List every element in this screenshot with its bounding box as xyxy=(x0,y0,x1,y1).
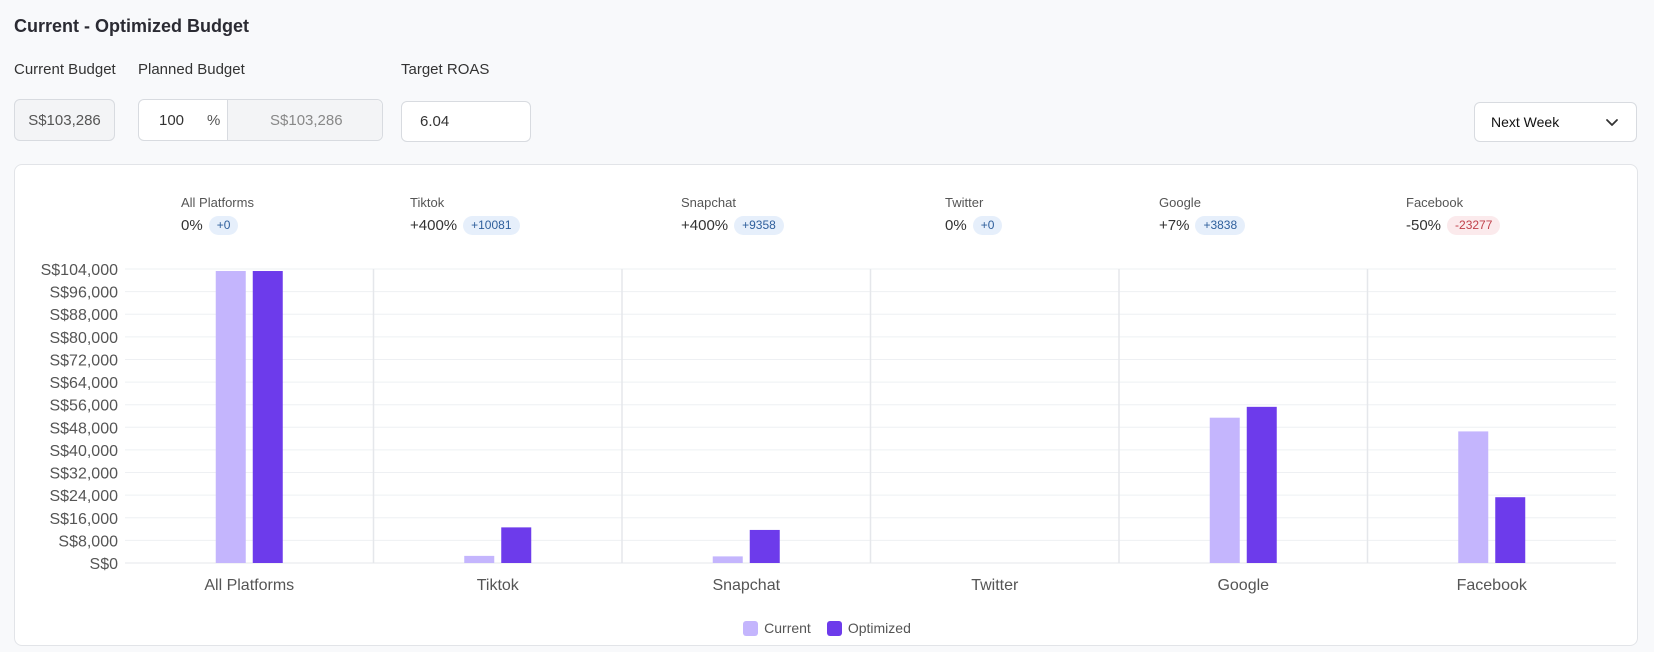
y-tick-label: S$56,000 xyxy=(49,398,118,415)
x-tick-label: Facebook xyxy=(1457,577,1528,594)
bar-optimized xyxy=(501,527,532,563)
chart-legend: Current Optimized xyxy=(0,620,1654,636)
y-tick-label: S$48,000 xyxy=(49,420,118,437)
platform-summary: Twitter 0% +0 xyxy=(945,195,1003,235)
platform-summary-row: +400% +9358 xyxy=(681,216,784,235)
planned-budget-percent-value[interactable]: 100 xyxy=(159,111,185,129)
legend-item-optimized[interactable]: Optimized xyxy=(826,620,911,636)
y-tick-label: S$80,000 xyxy=(49,330,118,347)
y-tick-label: S$40,000 xyxy=(49,443,118,460)
bar-optimized xyxy=(252,271,283,563)
platform-summary-name: Google xyxy=(1159,195,1201,210)
bar-optimized xyxy=(749,529,780,563)
planned-budget-amount: S$103,286 xyxy=(270,111,343,129)
platform-summary-name: Snapchat xyxy=(681,195,736,210)
platform-summary-row: 0% +0 xyxy=(945,216,1003,235)
y-tick-label: S$32,000 xyxy=(49,466,118,483)
legend-swatch-optimized xyxy=(826,620,842,636)
bar-current xyxy=(1209,417,1240,563)
period-select[interactable]: Next Week xyxy=(1474,102,1637,142)
percent-symbol: % xyxy=(207,111,221,129)
chevron-down-icon xyxy=(1606,119,1618,126)
x-tick-label: Snapchat xyxy=(712,577,780,594)
platform-change-percent: +400% xyxy=(410,217,458,234)
x-tick-label: All Platforms xyxy=(204,577,294,594)
platform-change-percent: 0% xyxy=(181,217,203,234)
y-tick-label: S$16,000 xyxy=(49,511,118,528)
platform-change-badge: +10081 xyxy=(463,216,520,235)
platform-summary-name: All Platforms xyxy=(181,195,254,210)
platform-summary-row: -50% -23277 xyxy=(1406,216,1501,235)
platform-change-percent: +7% xyxy=(1159,217,1190,234)
y-tick-label: S$8,000 xyxy=(58,533,118,550)
bar-current xyxy=(215,271,246,563)
planned-budget-label: Planned Budget xyxy=(138,61,245,78)
platform-summary-name: Tiktok xyxy=(410,195,445,210)
current-budget-label: Current Budget xyxy=(14,61,116,78)
platform-change-percent: 0% xyxy=(945,217,967,234)
target-roas-label: Target ROAS xyxy=(401,61,490,78)
y-tick-label: S$72,000 xyxy=(49,352,118,369)
platform-change-badge: -23277 xyxy=(1447,216,1501,235)
target-roas-input[interactable]: 6.04 xyxy=(401,101,531,142)
y-tick-label: S$64,000 xyxy=(49,375,118,392)
platform-change-percent: -50% xyxy=(1406,217,1442,234)
legend-label-current: Current xyxy=(764,620,811,636)
x-tick-label: Tiktok xyxy=(477,577,520,594)
target-roas-value[interactable]: 6.04 xyxy=(420,113,450,130)
platform-summary-row: +400% +10081 xyxy=(410,216,520,235)
bar-optimized xyxy=(1495,497,1526,563)
x-tick-label: Twitter xyxy=(971,577,1019,594)
planned-budget-percent-input[interactable]: 100 % xyxy=(139,100,228,140)
platform-summary: Snapchat +400% +9358 xyxy=(681,195,784,235)
x-tick-label: Google xyxy=(1217,577,1269,594)
bar-current xyxy=(464,555,495,563)
platform-summary: Facebook -50% -23277 xyxy=(1406,195,1501,235)
platform-change-badge: +0 xyxy=(972,216,1003,235)
platform-change-badge: +0 xyxy=(208,216,239,235)
y-tick-label: S$96,000 xyxy=(49,285,118,302)
legend-item-current[interactable]: Current xyxy=(743,620,811,636)
bar-optimized xyxy=(1246,406,1277,563)
platform-summary-row: 0% +0 xyxy=(181,216,254,235)
page-title: Current - Optimized Budget xyxy=(14,16,249,36)
platform-summary-name: Twitter xyxy=(945,195,984,210)
platform-summary-name: Facebook xyxy=(1406,195,1464,210)
platform-summary: Google +7% +3838 xyxy=(1159,195,1246,235)
platform-change-badge: +9358 xyxy=(734,216,784,235)
y-tick-label: S$104,000 xyxy=(41,262,119,279)
platform-summary: Tiktok +400% +10081 xyxy=(410,195,520,235)
legend-swatch-current xyxy=(743,620,759,636)
y-tick-label: S$88,000 xyxy=(49,307,118,324)
platform-summary-row: +7% +3838 xyxy=(1159,216,1246,235)
planned-budget-group: 100 % S$103,286 xyxy=(138,99,383,141)
current-budget-value: S$103,286 xyxy=(28,111,101,129)
bar-current xyxy=(1458,431,1489,563)
bar-current xyxy=(712,556,743,563)
planned-budget-amount-field: S$103,286 xyxy=(228,100,382,140)
period-select-value: Next Week xyxy=(1491,114,1560,130)
y-tick-label: S$24,000 xyxy=(49,488,118,505)
current-budget-field: S$103,286 xyxy=(14,99,115,141)
platform-change-percent: +400% xyxy=(681,217,729,234)
legend-label-optimized: Optimized xyxy=(847,620,911,636)
y-tick-label: S$0 xyxy=(90,556,119,573)
platform-summary: All Platforms 0% +0 xyxy=(181,195,254,235)
platform-change-badge: +3838 xyxy=(1195,216,1246,235)
